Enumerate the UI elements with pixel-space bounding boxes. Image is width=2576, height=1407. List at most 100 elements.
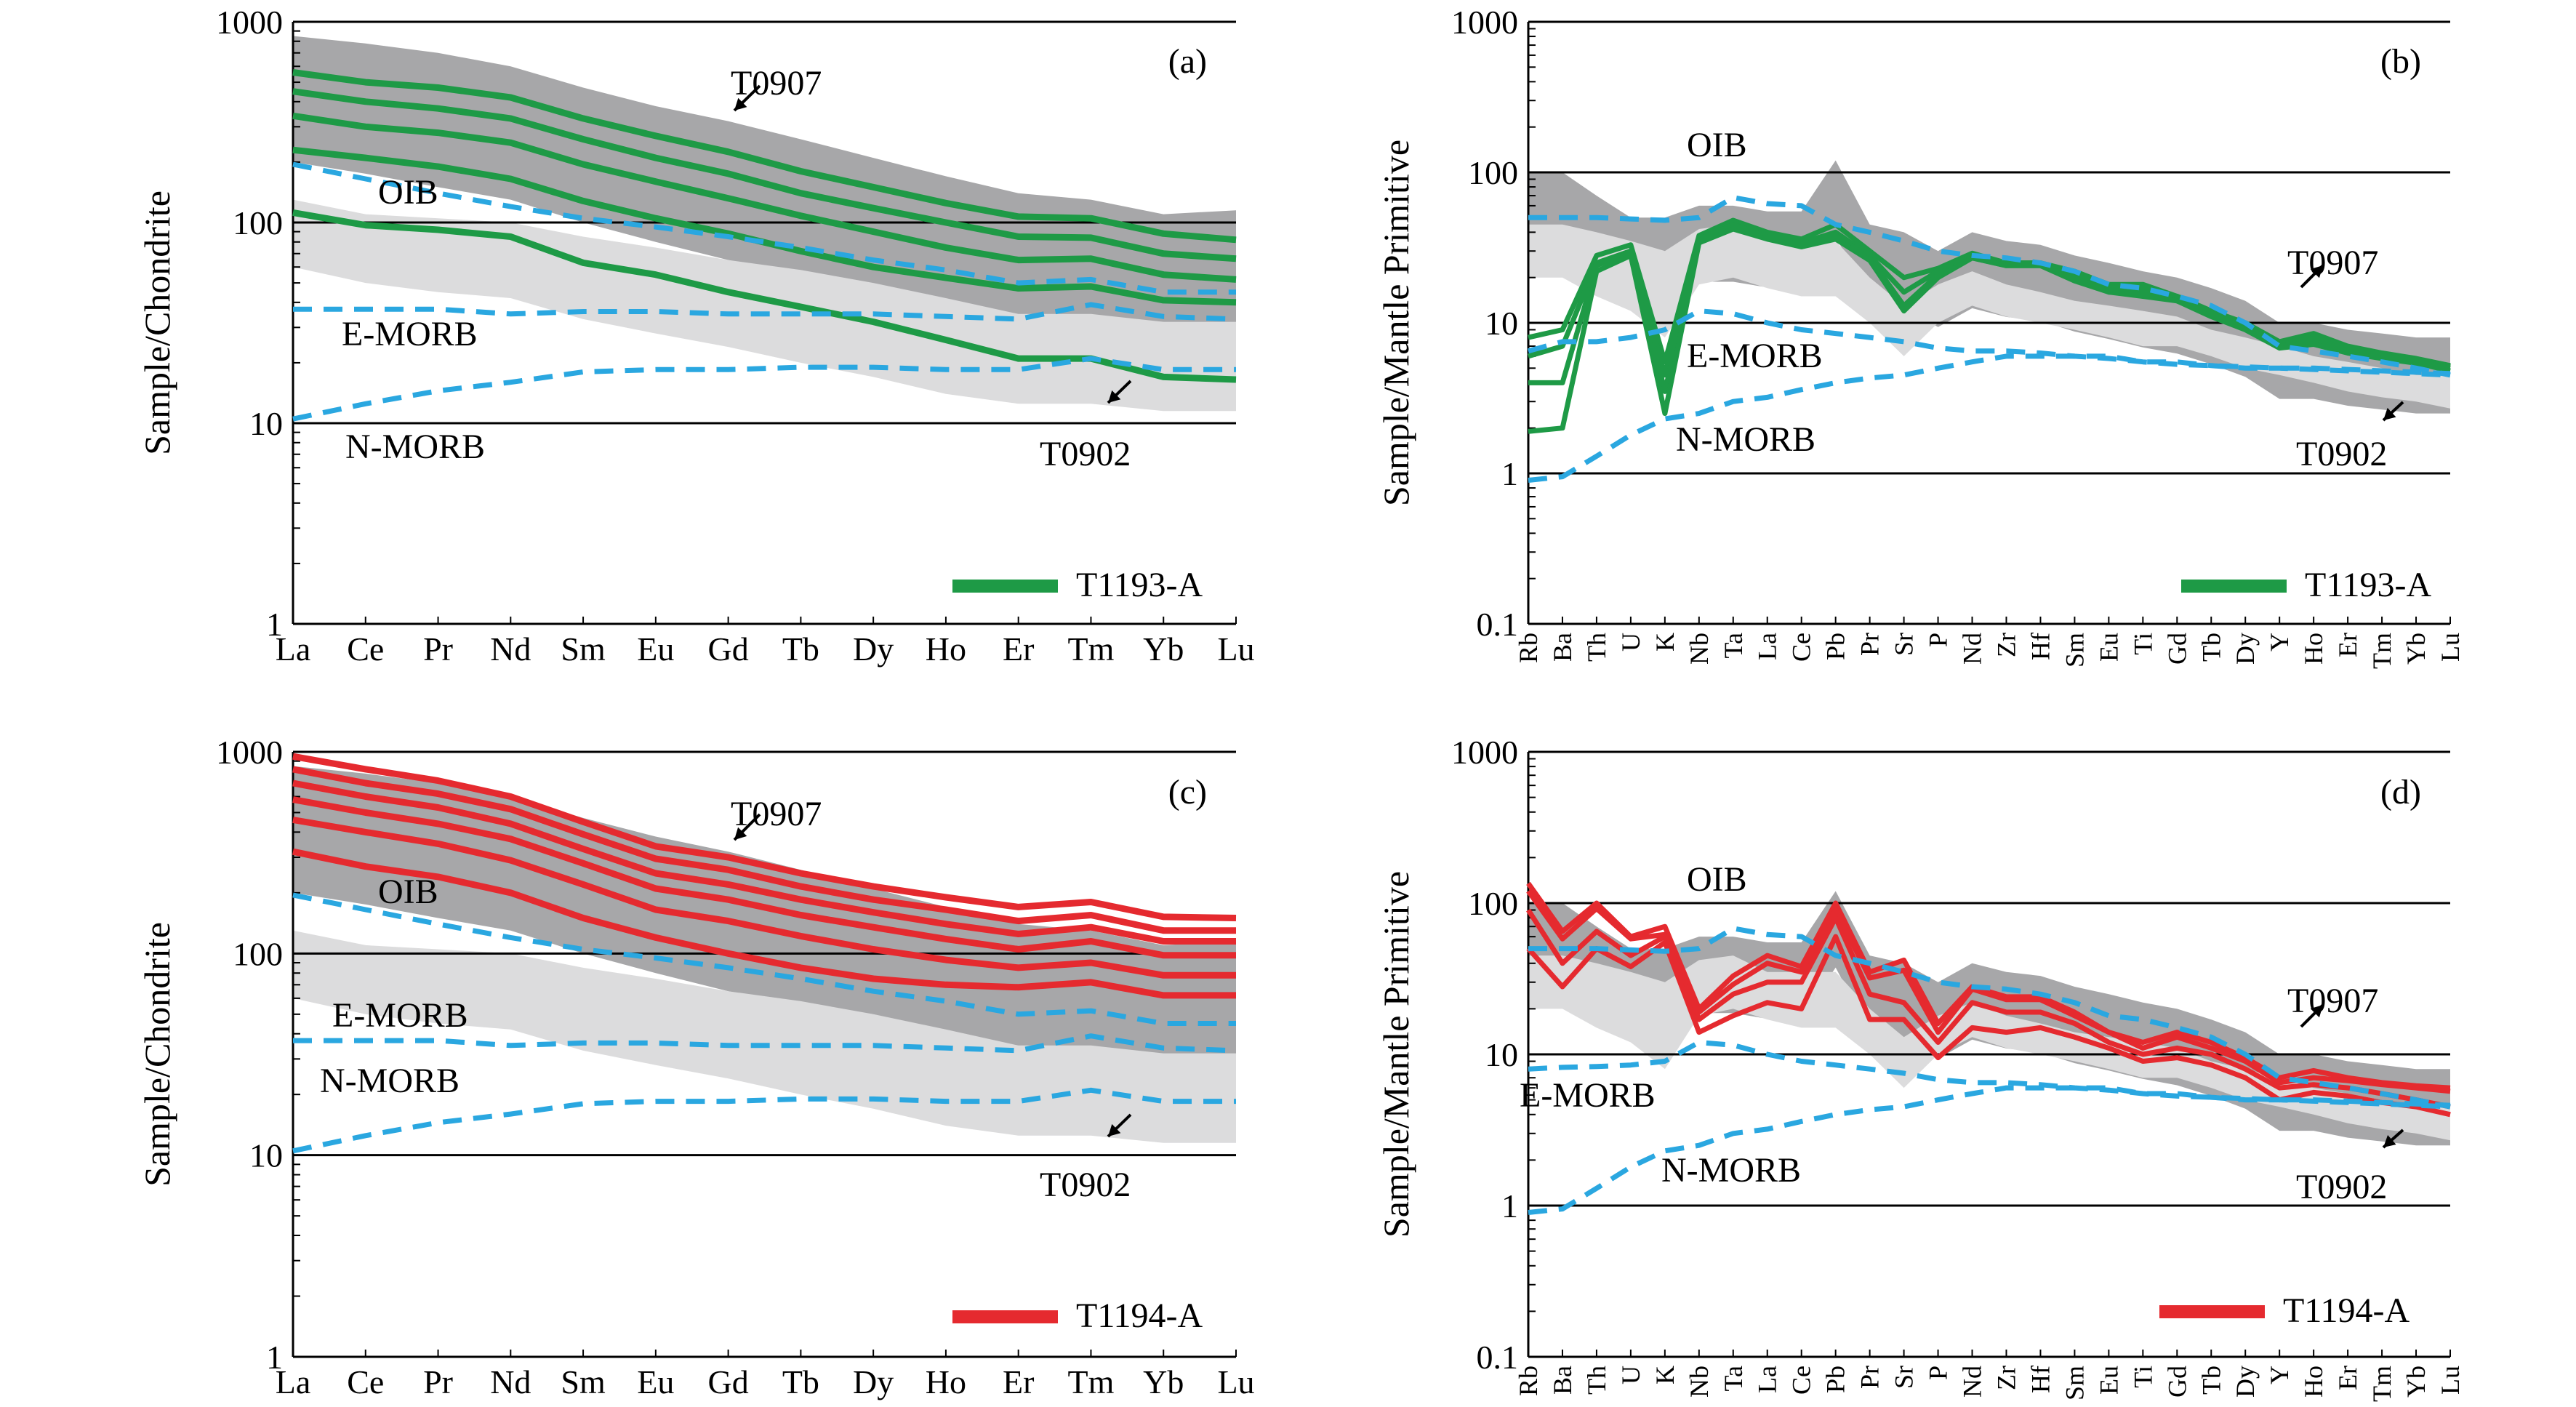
x-tick-label: Nb xyxy=(1685,633,1714,665)
x-tick-label: Ta xyxy=(1719,633,1748,658)
arrow-head xyxy=(2310,1005,2323,1018)
series-sample-5 xyxy=(292,848,1236,999)
y-tick-label: 100 xyxy=(233,935,283,972)
y-tick-label: 10 xyxy=(249,1137,283,1174)
x-tick-label: Ho xyxy=(2299,633,2328,665)
x-tick-label: Nd xyxy=(490,630,531,668)
arrow-head xyxy=(2383,407,2396,420)
x-tick-label: Dy xyxy=(2231,1366,2260,1398)
series-sample-4 xyxy=(292,209,1237,383)
series-oib xyxy=(1528,195,2451,378)
x-tick-label: Lu xyxy=(2436,633,2465,662)
series-sample-0 xyxy=(292,69,1237,244)
x-tick-label: Ce xyxy=(1787,1366,1816,1395)
series-n-morb xyxy=(292,356,1236,422)
x-tick-label: Dy xyxy=(853,1363,894,1400)
annotation-t0907: T0907 xyxy=(2287,982,2378,1020)
x-tick-label: Sr xyxy=(1890,633,1919,656)
x-tick-label: Sm xyxy=(561,1363,606,1400)
x-tick-label: La xyxy=(276,630,311,668)
x-tick-label: Tm xyxy=(2367,633,2396,669)
x-tick-label: Eu xyxy=(2094,1366,2123,1395)
annotation-n-morb: N-MORB xyxy=(345,428,485,466)
y-tick-label: 10 xyxy=(249,405,283,442)
band-t0902 xyxy=(293,930,1236,1143)
x-tick-label: K xyxy=(1650,1366,1680,1384)
x-tick-label: Yb xyxy=(2402,1366,2431,1398)
x-tick-label: Ti xyxy=(2128,1366,2157,1388)
x-tick-label: Er xyxy=(1003,630,1034,668)
band-t0902 xyxy=(1528,224,2450,409)
series-sample-2 xyxy=(1526,908,2451,1110)
annotation-e-morb: E-MORB xyxy=(342,315,478,353)
y-tick-label: 0.1 xyxy=(1477,1339,1519,1376)
x-tick-label: Ce xyxy=(347,1363,384,1400)
series-sample-4 xyxy=(292,817,1236,979)
x-tick-label: P xyxy=(1924,1366,1953,1380)
annotation-n-morb: N-MORB xyxy=(320,1062,460,1100)
series-n-morb xyxy=(292,1087,1236,1154)
y-tick-label: 10 xyxy=(1485,1036,1518,1073)
x-tick-label: Ta xyxy=(1719,1366,1748,1391)
x-tick-label: Pb xyxy=(1821,633,1850,660)
panel-b: 0.1 1 10 100 1000 Sample/Mantle Primitive Rb Ba… xyxy=(1376,4,2465,669)
x-tick-label: Eu xyxy=(2094,633,2123,662)
y-tick-label: 10 xyxy=(1485,305,1518,342)
x-tick-label: Sm xyxy=(2060,633,2089,668)
series-sample-3 xyxy=(1526,934,2451,1118)
x-tick-label: Nb xyxy=(1685,1366,1714,1398)
annotation-t0907: T0907 xyxy=(731,64,822,103)
band-t0902 xyxy=(1528,955,2450,1141)
x-tick-label: Y xyxy=(2265,633,2294,652)
y-tick-label: 100 xyxy=(1468,885,1518,922)
arrow-head xyxy=(2310,265,2323,278)
x-tick-label: Ho xyxy=(926,1363,966,1400)
arrow-head xyxy=(734,827,747,840)
annotation-e-morb: E-MORB xyxy=(332,996,468,1035)
y-axis-label: Sample/Chondrite xyxy=(137,191,177,455)
panel-a: 1 10 100 1000 Sample/Chondrite La Ce Pr Nd Sm Eu Gd… xyxy=(137,4,1255,668)
annotation-n-morb: N-MORB xyxy=(1661,1151,1801,1190)
annotation-oib: OIB xyxy=(378,173,438,212)
panel-letter: (c) xyxy=(1168,773,1207,811)
series-oib xyxy=(1528,926,2451,1110)
annotation-n-morb: N-MORB xyxy=(1676,420,1815,459)
annotation-e-morb: E-MORB xyxy=(1520,1076,1656,1115)
x-tick-label: P xyxy=(1924,633,1953,647)
x-tick-label: Ti xyxy=(2128,633,2157,655)
x-tick-label: Ce xyxy=(347,630,384,668)
x-tick-label: Sm xyxy=(2060,1366,2089,1400)
series-oib xyxy=(292,892,1236,1026)
x-tick-label: Gd xyxy=(2162,1366,2191,1398)
series-sample-2 xyxy=(292,779,1236,945)
x-tick-label: Tm xyxy=(2367,1366,2396,1402)
arrow-head xyxy=(2383,1135,2396,1147)
x-tick-label: Pr xyxy=(423,1363,453,1400)
y-tick-label: 0.1 xyxy=(1477,606,1519,643)
series-n-morb xyxy=(1528,353,2451,483)
x-tick-label: Th xyxy=(1582,1366,1611,1395)
x-tick-label: Yb xyxy=(1143,630,1184,668)
x-tick-label: Pr xyxy=(1855,633,1885,656)
x-tick-label: Ho xyxy=(926,630,966,668)
arrow-head xyxy=(1108,1123,1121,1137)
x-tick-label: Ho xyxy=(2299,1366,2328,1398)
x-tick-label: Pr xyxy=(423,630,453,668)
legend-label: T1193-A xyxy=(2305,566,2432,604)
series-sample-1 xyxy=(292,766,1236,934)
annotation-t0902: T0902 xyxy=(1040,435,1131,473)
y-tick-label: 1000 xyxy=(216,734,283,771)
y-tick-label: 1000 xyxy=(1451,4,1518,41)
annotation-t0902: T0902 xyxy=(2296,1168,2387,1206)
x-tick-label: Gd xyxy=(707,1363,748,1400)
series-sample-1 xyxy=(292,88,1237,262)
y-tick-label: 1 xyxy=(1501,1187,1518,1224)
annotation-t0907: T0907 xyxy=(2287,244,2378,282)
y-tick-label: 100 xyxy=(233,204,283,241)
x-tick-label: Eu xyxy=(637,630,674,668)
y-axis-label: Sample/Mantle Primitive xyxy=(1376,871,1416,1238)
x-tick-label: U xyxy=(1616,633,1645,652)
x-tick-label: Eu xyxy=(637,1363,674,1400)
panel-letter: (b) xyxy=(2380,42,2421,81)
panel-d: 0.1 1 10 100 1000 Sample/Mantle Primitive Rb Ba… xyxy=(1376,734,2465,1402)
